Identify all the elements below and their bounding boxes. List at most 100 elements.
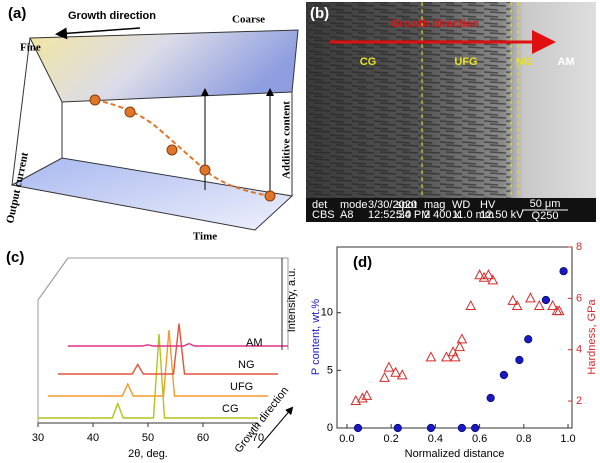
hardness-point [357, 392, 368, 403]
zone-label: NG [516, 56, 533, 68]
hardness-point [553, 305, 565, 316]
hardness-point [483, 269, 494, 280]
info-text: 12.50 kV [480, 209, 524, 221]
hardness-point [507, 294, 519, 305]
x-tick-label: 70 [252, 432, 264, 444]
y-tick-label: 10 [321, 307, 333, 319]
hardness-point [465, 299, 477, 311]
arrow-label: Growth direction [68, 10, 156, 22]
zone-label: UFG [454, 56, 477, 68]
hardness-point [361, 389, 373, 400]
sem-texture [306, 2, 511, 198]
z-axis-label: Additive content [281, 101, 293, 179]
info-text: 2 400 x [424, 209, 461, 221]
info-text: spot [396, 199, 417, 211]
hardness-point [478, 271, 490, 282]
x-tick-label: 0.2 [384, 433, 399, 445]
hardness-point [533, 299, 545, 311]
y2-tick-label: 2 [576, 395, 582, 407]
hardness-point [449, 351, 461, 362]
info-text: det [312, 199, 327, 211]
panel-label: (b) [310, 5, 329, 22]
p-content-point [457, 423, 467, 433]
info-text: A8 [340, 209, 353, 221]
y2-tick-label: 6 [576, 292, 582, 304]
hardness-point [474, 269, 485, 280]
x-tick-label: 1.0 [560, 433, 575, 445]
x-axis-label: Normalized distance [405, 448, 505, 460]
p-content-point [559, 267, 568, 276]
info-text: 11.0 mm [452, 209, 494, 221]
x-axis-label: 2θ, deg. [128, 448, 168, 460]
x-axis-label: Time [193, 231, 217, 243]
panel-a: (a) Growth direction Fine Coarse Additiv… [4, 5, 299, 243]
x-tick-label: 50 [142, 432, 154, 444]
scale-label: 50 μm [530, 198, 561, 210]
series-label: UFG [230, 381, 253, 393]
hardness-point [350, 394, 362, 406]
p-content-point [486, 393, 495, 403]
x-tick-label: 0.4 [428, 433, 443, 445]
hardness-point [454, 341, 466, 352]
y2-tick-label: 4 [576, 344, 582, 356]
plot-frame [336, 246, 573, 429]
x-tick-label: 0.0 [339, 433, 354, 445]
y-tick-label: 5 [327, 364, 333, 376]
info-text: 12:52:34 PM [368, 209, 430, 221]
p-content-point [499, 370, 509, 380]
panel-label: (a) [8, 5, 26, 22]
hardness-point [525, 292, 536, 303]
y-tick-label: 0 [327, 422, 333, 434]
hardness-point [390, 366, 401, 377]
floor [10, 157, 294, 231]
series-label: NG [238, 359, 255, 371]
xrd-curve [48, 329, 268, 397]
xrd-curve [58, 323, 278, 375]
hardness-point [547, 299, 558, 311]
zone-label: CG [360, 56, 377, 68]
xrd-curve [38, 333, 258, 419]
p-content-point [353, 423, 363, 433]
panel-b: (b) Growth direction [306, 2, 596, 222]
arrow [55, 27, 141, 40]
hardness-point [511, 299, 523, 311]
p-content-point [471, 423, 480, 433]
zone-label: AM [557, 56, 574, 68]
top-face [29, 29, 299, 103]
info-text: WD [452, 199, 470, 211]
arrow [257, 406, 294, 449]
panel-label: (d) [353, 254, 372, 271]
y-axis-label: P content, wt.% [310, 299, 322, 375]
points [89, 94, 276, 202]
x-tick-label: 30 [32, 432, 44, 444]
edge [11, 37, 31, 186]
info-text: 3/30/2020 [368, 199, 417, 211]
x-tick-label: 0.6 [472, 433, 487, 445]
x-tick-label: 40 [87, 432, 99, 444]
xrd-curve [68, 342, 288, 347]
panel-label: (c) [6, 249, 24, 266]
info-text: 5.0 [396, 209, 411, 221]
hardness-point [456, 333, 468, 344]
label: Coarse [232, 14, 265, 26]
label: Fine [20, 42, 41, 54]
p-content-point [393, 423, 402, 433]
hardness-point [383, 361, 395, 372]
p-content-point [524, 335, 533, 344]
info-text: mag [424, 199, 445, 211]
p-content-point [515, 355, 524, 365]
hardness-point [396, 369, 408, 380]
hardness-point [441, 351, 452, 362]
hardness-point [379, 371, 390, 382]
p-content-point [426, 423, 436, 433]
x-tick-label: 60 [197, 432, 209, 444]
id-label: Q250 [532, 210, 559, 222]
info-text: CBS [312, 209, 335, 221]
y2-tick-label: 8 [576, 241, 582, 253]
hardness-point [487, 274, 499, 285]
p-content-point [541, 295, 551, 305]
y2-axis-label: Hardness, GPa [586, 299, 598, 375]
info-text: mode [340, 199, 368, 211]
x-tick-label: 0.8 [516, 433, 531, 445]
